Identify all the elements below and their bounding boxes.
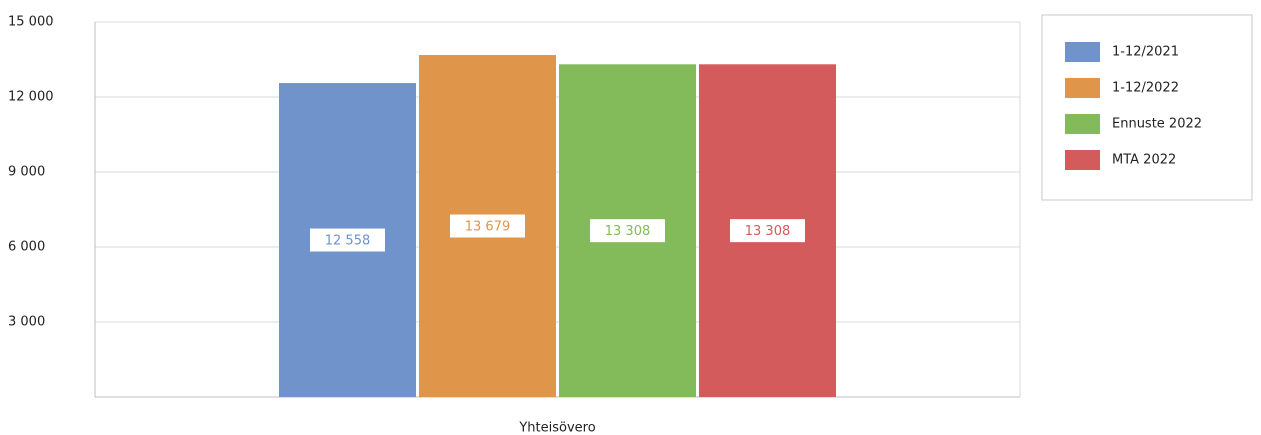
legend-swatch	[1065, 114, 1100, 134]
y-tick-label: 12 000	[8, 90, 54, 105]
data-label: 12 558	[325, 234, 371, 249]
data-label-box	[309, 227, 386, 253]
legend-label: MTA 2022	[1112, 153, 1176, 168]
legend-swatch	[1065, 42, 1100, 62]
y-tick-label: 6 000	[8, 240, 45, 255]
data-label-box	[729, 218, 806, 244]
legend-label: Ennuste 2022	[1112, 117, 1202, 132]
legend-label: 1-12/2022	[1112, 81, 1179, 96]
legend-swatch	[1065, 78, 1100, 98]
data-label: 13 308	[745, 224, 791, 239]
legend-swatch	[1065, 150, 1100, 170]
data-label: 13 679	[465, 220, 511, 235]
y-tick-label: 3 000	[8, 315, 45, 330]
data-label: 13 308	[605, 224, 651, 239]
y-tick-label: 15 000	[8, 15, 54, 30]
data-label-box	[449, 213, 526, 239]
y-tick-label: 9 000	[8, 165, 45, 180]
x-tick-label: Yhteisövero	[518, 421, 595, 435]
data-label-box	[589, 218, 666, 244]
legend-label: 1-12/2021	[1112, 45, 1179, 60]
